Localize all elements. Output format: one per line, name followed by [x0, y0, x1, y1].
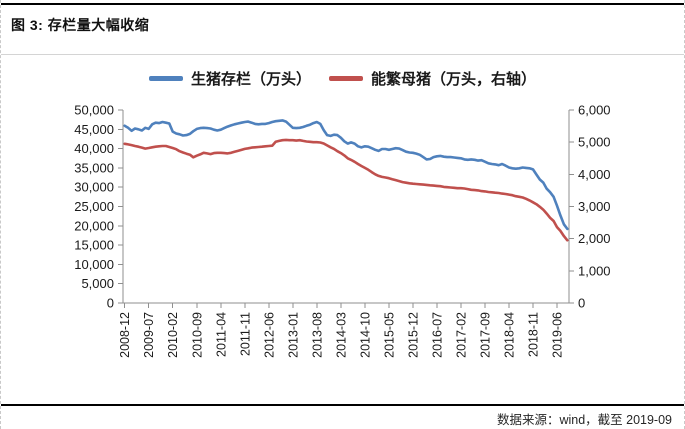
legend-line-sample-red — [329, 76, 363, 81]
x-axis-tick-label: 2010-02 — [166, 312, 180, 358]
x-axis-tick-label: 2017-02 — [454, 312, 468, 358]
series-line-0 — [123, 119, 569, 231]
right-axis-tick-label: 3,000 — [578, 199, 611, 214]
x-axis-tick-label: 2015-12 — [406, 312, 420, 358]
figure-bottom-border — [1, 404, 684, 406]
chart-legend: 生猪存栏（万头） 能繁母猪（万头，右轴） — [1, 68, 684, 89]
x-axis-tick-label: 2018-04 — [502, 312, 516, 358]
left-axis-tick-label: 15,000 — [74, 238, 114, 253]
x-axis-tick-label: 2011-11 — [238, 312, 252, 356]
x-axis-tick-label: 2013-01 — [286, 312, 300, 358]
x-axis-tick-label: 2015-05 — [382, 312, 396, 358]
figure-top-border — [1, 3, 684, 5]
title-divider — [1, 54, 684, 55]
left-axis-tick-label: 35,000 — [74, 160, 114, 175]
left-axis-tick-label: 20,000 — [74, 218, 114, 233]
legend-item-breeding-sows: 能繁母猪（万头，右轴） — [329, 68, 536, 89]
x-axis-tick-label: 2018-11 — [526, 312, 540, 357]
right-axis-tick-label: 6,000 — [578, 103, 611, 118]
x-axis-tick-label: 2009-07 — [142, 312, 156, 358]
left-axis-tick-label: 0 — [107, 296, 114, 311]
left-axis-tick-label: 40,000 — [74, 141, 114, 156]
x-axis-tick-label: 2016-07 — [430, 312, 444, 358]
x-axis-tick-label: 2014-03 — [334, 312, 348, 358]
left-axis-tick-label: 30,000 — [74, 180, 114, 195]
right-axis-tick-label: 4,000 — [578, 167, 611, 182]
left-axis-tick-label: 25,000 — [74, 199, 114, 214]
x-axis-tick-label: 2011-04 — [214, 312, 228, 357]
x-axis-tick-label: 2008-12 — [118, 312, 132, 358]
right-axis-tick-label: 1,000 — [578, 263, 611, 278]
data-source-note: 数据来源：wind，截至 2019-09 — [496, 413, 672, 427]
x-axis-tick-label: 2013-08 — [310, 312, 324, 358]
x-axis-tick-label: 2014-10 — [358, 312, 372, 358]
left-axis-tick-label: 10,000 — [74, 257, 114, 272]
right-axis-tick-label: 2,000 — [578, 231, 611, 246]
x-axis-tick-label: 2010-09 — [190, 312, 204, 358]
right-axis-tick-label: 5,000 — [578, 135, 611, 150]
chart-canvas: 0 5,000 10,000 15,000 20,000 25,000 30,000 35,0… — [74, 103, 611, 358]
figure-title: 图 3: 存栏量大幅收缩 — [11, 17, 150, 33]
legend-item-live-pig-stock: 生猪存栏（万头） — [148, 68, 311, 89]
x-axis-tick-label: 2017-09 — [478, 312, 492, 358]
left-axis-tick-label: 45,000 — [74, 122, 114, 137]
left-axis-tick-label: 5,000 — [81, 276, 114, 291]
left-axis-tick-label: 50,000 — [74, 103, 114, 118]
legend-label-live-pig-stock: 生猪存栏（万头） — [190, 71, 311, 88]
x-axis-tick-label: 2012-06 — [262, 312, 276, 358]
legend-label-breeding-sows: 能繁母猪（万头，右轴） — [371, 71, 537, 88]
legend-line-sample-blue — [148, 76, 183, 81]
right-axis-tick-label: 0 — [578, 296, 585, 311]
series-line-1 — [123, 138, 569, 242]
x-axis-tick-label: 2019-06 — [550, 312, 564, 358]
